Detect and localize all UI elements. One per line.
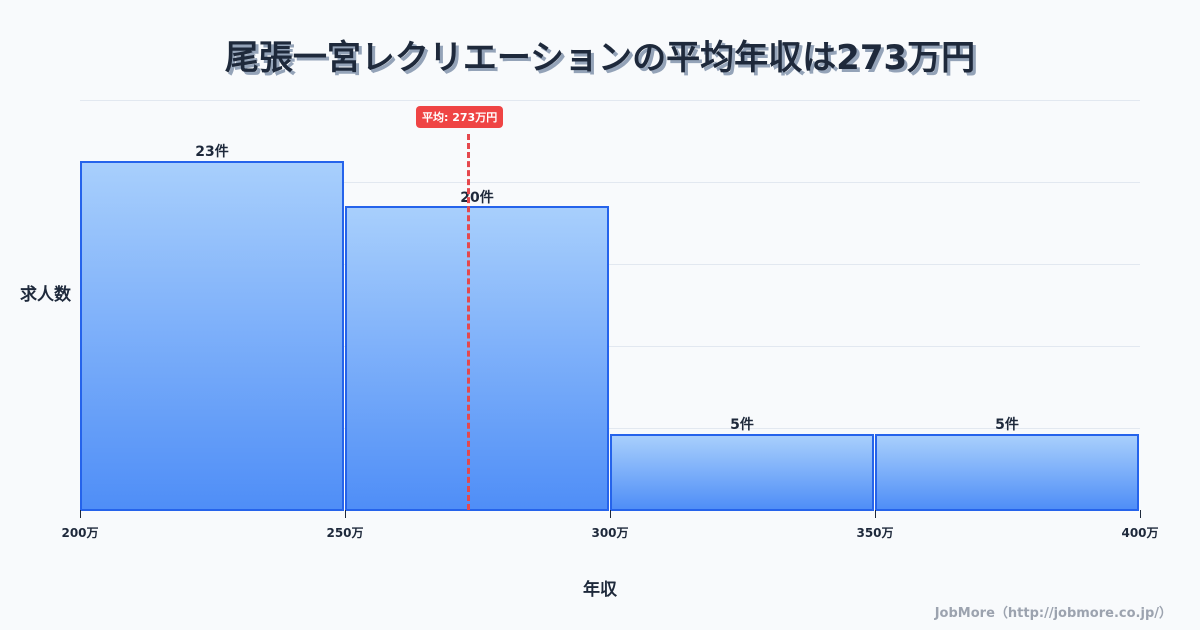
bar-value-label: 23件 [195, 144, 229, 160]
bar-value-label: 5件 [730, 417, 754, 433]
x-axis-label: 年収 [583, 580, 617, 600]
gridline [80, 264, 1140, 265]
histogram-bar [610, 434, 874, 511]
x-tick-label: 400万 [1121, 526, 1159, 540]
y-axis-label: 求人数 [20, 285, 71, 305]
histogram-bar [345, 206, 609, 511]
average-line [467, 134, 470, 510]
x-tick [80, 510, 81, 518]
credit-link[interactable]: JobMore（http://jobmore.co.jp/） [934, 606, 1172, 621]
average-badge: 平均: 273万円 [416, 106, 504, 128]
histogram-bar [875, 434, 1139, 511]
bar-value-label: 5件 [995, 417, 1019, 433]
x-tick [1140, 510, 1141, 518]
x-tick-label: 250万 [326, 526, 364, 540]
x-tick [875, 510, 876, 518]
bar-value-label: 20件 [460, 190, 494, 206]
x-tick [610, 510, 611, 518]
histogram-bar [80, 161, 344, 511]
x-tick-label: 200万 [61, 526, 99, 540]
x-tick-label: 300万 [591, 526, 629, 540]
gridline [80, 182, 1140, 183]
chart-title: 尾張一宮レクリエーションの平均年収は273万円 [224, 38, 976, 78]
x-tick-label: 350万 [856, 526, 894, 540]
x-tick [345, 510, 346, 518]
gridline [80, 346, 1140, 347]
gridline [80, 100, 1140, 101]
gridline [80, 428, 1140, 429]
